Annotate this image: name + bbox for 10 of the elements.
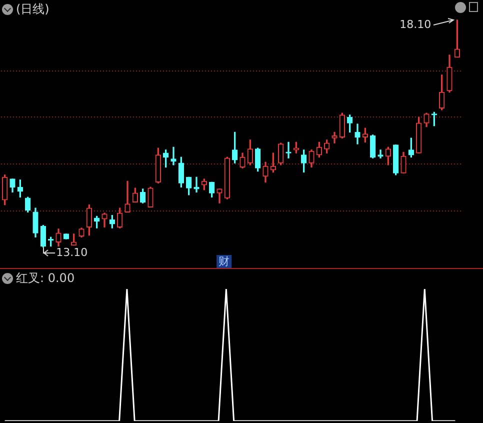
chart-title: 红叉: 0.00 <box>16 271 75 285</box>
candlestick <box>354 124 360 144</box>
text: 财 <box>218 254 230 268</box>
annotation: 18.10 <box>400 18 432 31</box>
candlestick <box>286 142 292 158</box>
candlestick <box>170 146 176 166</box>
chart-title: (日线) <box>16 2 50 16</box>
candlestick <box>194 176 200 192</box>
candlestick <box>378 150 384 158</box>
annotation: 13.10 <box>56 246 88 259</box>
